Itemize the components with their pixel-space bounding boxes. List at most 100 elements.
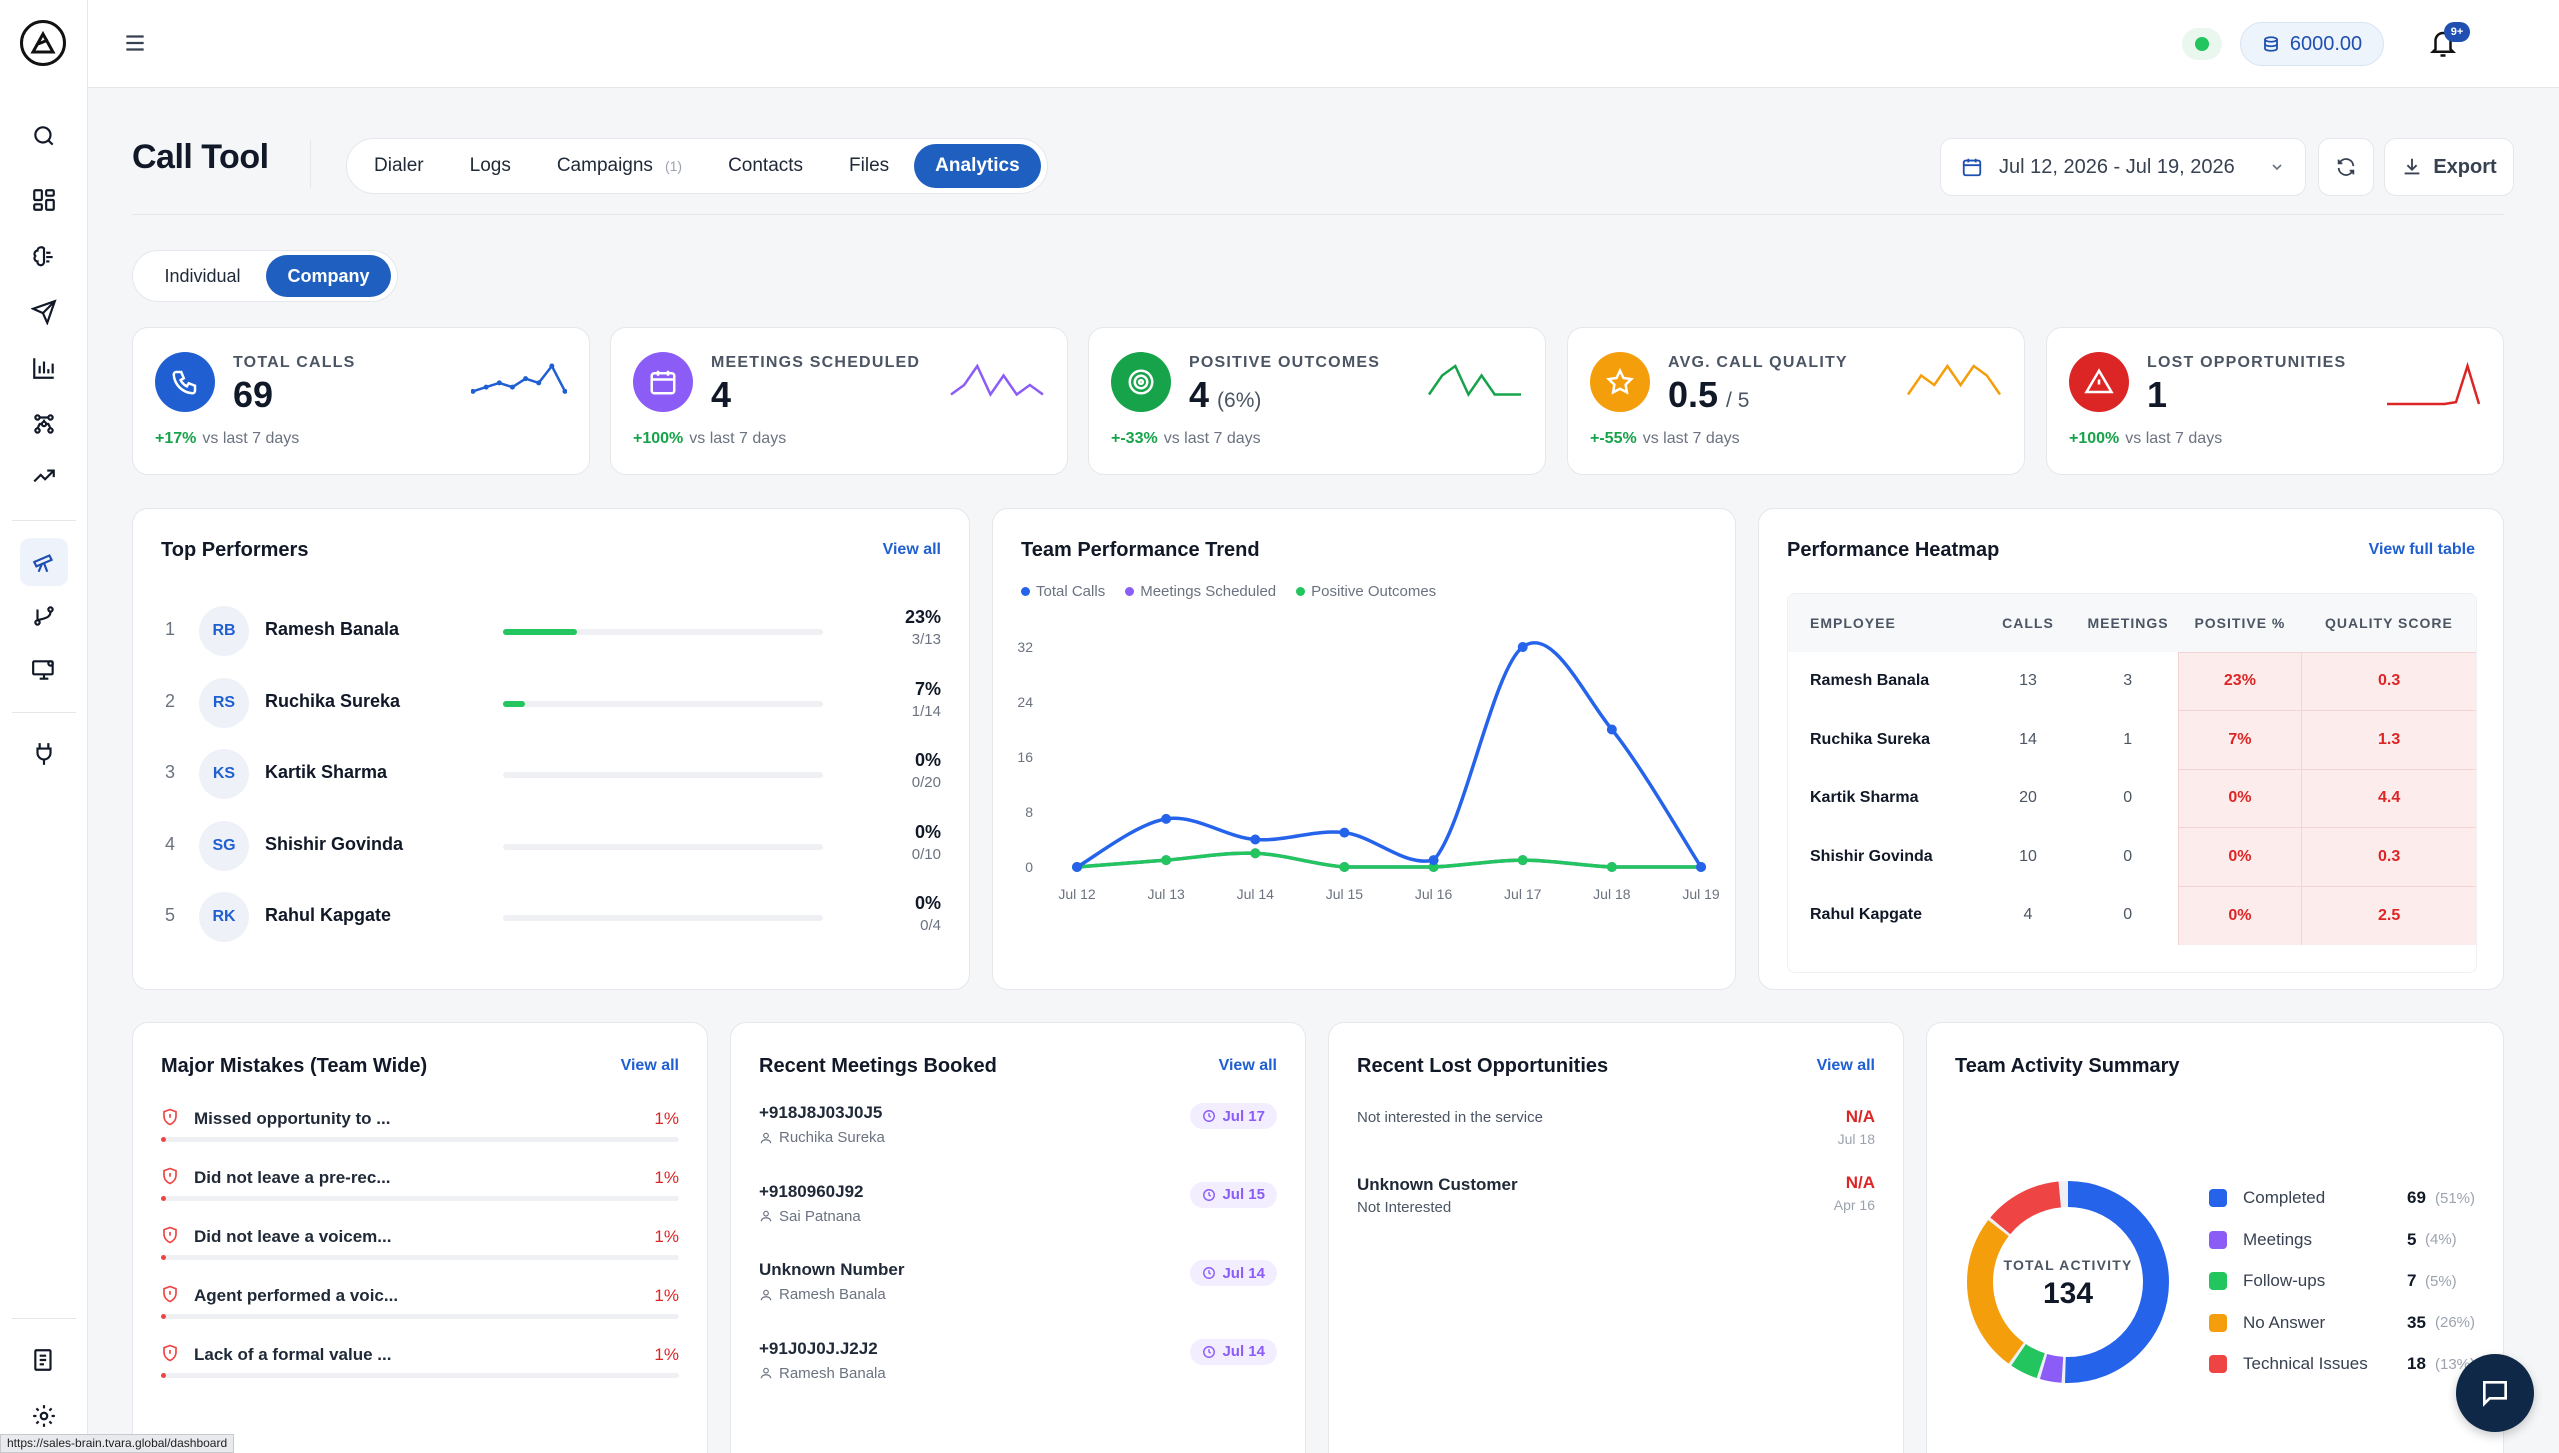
- x-tick-label: Jul 14: [1237, 886, 1275, 902]
- send-icon[interactable]: [20, 288, 68, 336]
- heatmap-view-full-table-link[interactable]: View full table: [2368, 541, 2475, 558]
- search-icon[interactable]: [20, 112, 68, 160]
- export-button[interactable]: Export: [2384, 138, 2514, 196]
- series-point[interactable]: [1606, 862, 1617, 872]
- tab-campaigns[interactable]: Campaigns (1): [536, 144, 703, 188]
- tab-analytics[interactable]: Analytics: [914, 144, 1041, 188]
- mistake-row[interactable]: Lack of a formal value ... 1%: [161, 1343, 679, 1401]
- series-point[interactable]: [1339, 862, 1350, 872]
- top-performer-row[interactable]: 5 RK Rahul Kapgate 0% 0/4: [133, 881, 969, 953]
- heatmap-table: EMPLOYEE CALLS MEETINGS POSITIVE % QUALITY S…: [1788, 594, 2476, 945]
- dashboard-grid-icon[interactable]: [20, 176, 68, 224]
- donut-segment-completed[interactable]: [1967, 1181, 2169, 1383]
- top-performer-row[interactable]: 2 RS Ruchika Sureka 7% 1/14: [133, 667, 969, 739]
- git-branch-icon[interactable]: [20, 592, 68, 640]
- legend-dot: [1296, 587, 1306, 596]
- donut-segment-no-answer[interactable]: [1967, 1181, 2169, 1383]
- lost-reason: Not interested in the service: [1357, 1109, 1543, 1126]
- credits-value: 6000.00: [2289, 32, 2363, 55]
- series-point[interactable]: [1339, 827, 1350, 838]
- meeting-person: Ramesh Banala: [759, 1286, 886, 1303]
- heatmap-row[interactable]: Shishir Govinda 10 0 0% 0.3: [1788, 827, 2476, 886]
- series-point[interactable]: [1606, 724, 1617, 735]
- series-point[interactable]: [1517, 855, 1528, 866]
- mistake-text: Lack of a formal value ...: [194, 1345, 392, 1364]
- sidebar: [0, 0, 88, 1453]
- kpi-value-suffix: (6%): [1217, 389, 1262, 412]
- meeting-row[interactable]: +918J8J03J0J5 Ruchika Sureka Jul 17: [759, 1103, 1277, 1181]
- app-logo[interactable]: [20, 20, 66, 66]
- heatmap-row[interactable]: Ramesh Banala 13 3 23% 0.3: [1788, 651, 2476, 711]
- mistake-row[interactable]: Missed opportunity to ... 1%: [161, 1107, 679, 1165]
- tab-files[interactable]: Files: [849, 155, 890, 176]
- kpi-sparkline-line: [950, 363, 1044, 398]
- mistakes-view-all-link[interactable]: View all: [620, 1057, 679, 1074]
- mistake-percentage: 1%: [654, 1168, 679, 1187]
- series-point[interactable]: [1250, 834, 1261, 845]
- clock-icon: [1202, 1188, 1216, 1202]
- kpi-sparkline-point: [471, 388, 476, 394]
- scope-company-button[interactable]: Company: [265, 255, 391, 297]
- workflow-icon[interactable]: [20, 400, 68, 448]
- refresh-button[interactable]: [2318, 138, 2374, 196]
- performer-name: Rahul Kapgate: [265, 905, 392, 925]
- activity-value: 5: [2407, 1229, 2417, 1249]
- top-performers-view-all-link[interactable]: View all: [882, 541, 941, 558]
- meeting-date-badge: Jul 15: [1190, 1181, 1277, 1208]
- heatmap-row[interactable]: Kartik Sharma 20 0 0% 4.4: [1788, 768, 2476, 828]
- legend-swatch: [2209, 1313, 2227, 1332]
- heatmap-row[interactable]: Rahul Kapgate 4 0 0% 2.5: [1788, 885, 2476, 945]
- meeting-date: Jul 14: [1222, 1343, 1265, 1360]
- lost-view-all-link[interactable]: View all: [1816, 1057, 1875, 1074]
- x-tick-label: Jul 12: [1058, 886, 1096, 902]
- meeting-person-name: Ruchika Sureka: [779, 1129, 885, 1146]
- mistake-row[interactable]: Did not leave a voicem... 1%: [161, 1225, 679, 1283]
- series-point[interactable]: [1250, 848, 1261, 859]
- brain-icon[interactable]: [20, 232, 68, 280]
- mistake-row[interactable]: Did not leave a pre-rec... 1%: [161, 1166, 679, 1224]
- hamburger-menu-icon[interactable]: [122, 30, 148, 56]
- kpi-label: TOTAL CALLS: [233, 354, 356, 371]
- top-performer-row[interactable]: 4 SG Shishir Govinda 0% 0/10: [133, 810, 969, 882]
- settings-gear-icon[interactable]: [20, 1392, 68, 1440]
- plug-icon[interactable]: [20, 730, 68, 778]
- activity-legend: Completed 69 (51%) Meetings 5 (4%) Follow-ups 7…: [2209, 1183, 2489, 1423]
- tab-contacts[interactable]: Contacts: [728, 155, 804, 176]
- series-point[interactable]: [1517, 642, 1528, 652]
- notification-badge: 9+: [2444, 22, 2470, 42]
- series-point[interactable]: [1696, 862, 1706, 872]
- trending-up-icon[interactable]: [20, 452, 68, 500]
- meetings-view-all-link[interactable]: View all: [1218, 1057, 1277, 1074]
- series-point[interactable]: [1072, 862, 1082, 872]
- top-performer-row[interactable]: 1 RB Ramesh Banala 23% 3/13: [133, 595, 969, 667]
- chat-support-button[interactable]: [2456, 1354, 2534, 1432]
- lost-opportunity-row[interactable]: Not interested in the service N/A Jul 18: [1357, 1107, 1875, 1185]
- tab-dialer[interactable]: Dialer: [374, 155, 424, 176]
- telescope-icon[interactable]: [20, 538, 68, 586]
- performer-rank: 2: [165, 690, 176, 711]
- scope-individual-button[interactable]: Individual: [164, 265, 241, 286]
- heatmap-row[interactable]: Ruchika Sureka 14 1 7% 1.3: [1788, 710, 2476, 769]
- lost-opportunity-row[interactable]: Unknown Customer Not Interested N/A Apr 16: [1357, 1173, 1875, 1251]
- meeting-row[interactable]: +91J0J0J.J2J2 Ramesh Banala Jul 14: [759, 1338, 1277, 1417]
- tab-logs[interactable]: Logs: [469, 155, 511, 176]
- credits-balance[interactable]: 6000.00: [2240, 22, 2384, 66]
- bar-chart-icon[interactable]: [20, 344, 68, 392]
- series-point[interactable]: [1161, 813, 1172, 824]
- mistake-progress-track: [161, 1137, 679, 1142]
- document-list-icon[interactable]: [20, 1336, 68, 1384]
- date-range-picker[interactable]: Jul 12, 2026 - Jul 19, 2026: [1940, 138, 2306, 196]
- mistake-progress-track: [161, 1314, 679, 1319]
- lost-status: N/A: [1845, 1107, 1875, 1126]
- meeting-row[interactable]: Unknown Number Ramesh Banala Jul 14: [759, 1260, 1277, 1338]
- top-performer-row[interactable]: 3 KS Kartik Sharma 0% 0/20: [133, 738, 969, 810]
- monitor-settings-icon[interactable]: [20, 646, 68, 694]
- kpi-sparkline-point: [483, 384, 489, 390]
- series-point[interactable]: [1161, 855, 1172, 866]
- mistake-row[interactable]: Agent performed a voic... 1%: [161, 1284, 679, 1342]
- series-point[interactable]: [1428, 862, 1439, 872]
- legend-item: Positive Outcomes: [1296, 583, 1436, 600]
- meeting-row[interactable]: +9180960J92 Sai Patnana Jul 15: [759, 1181, 1277, 1260]
- series-point[interactable]: [1428, 855, 1439, 866]
- date-range-text: Jul 12, 2026 - Jul 19, 2026: [1999, 155, 2235, 178]
